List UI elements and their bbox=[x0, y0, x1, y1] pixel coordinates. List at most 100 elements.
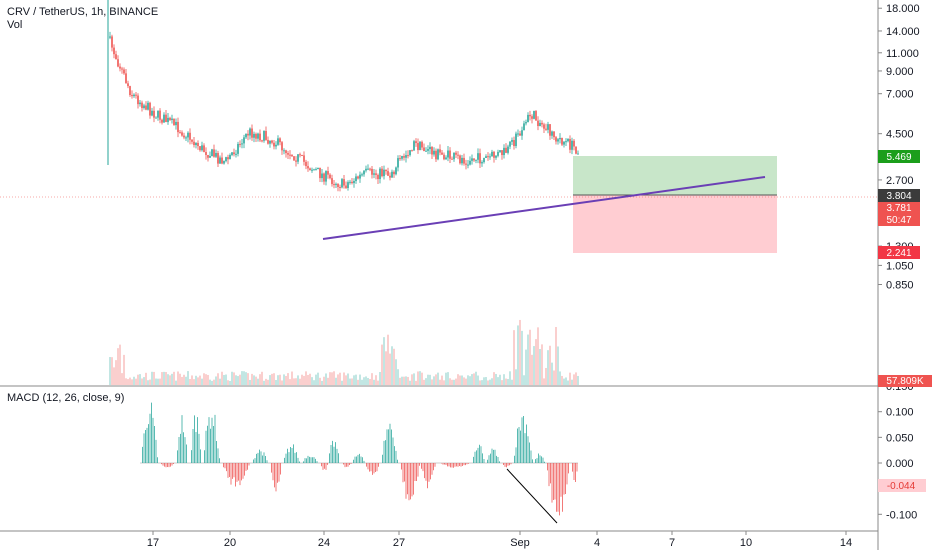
volume-bar bbox=[327, 377, 329, 385]
time-tick-label: 10 bbox=[740, 537, 752, 549]
volume-bar bbox=[543, 378, 545, 385]
volume-bar bbox=[473, 373, 475, 385]
candle-body bbox=[547, 124, 549, 130]
volume-bar bbox=[515, 369, 517, 385]
volume-bar bbox=[393, 348, 395, 385]
volume-bar bbox=[491, 378, 493, 385]
volume-bar bbox=[137, 374, 139, 385]
volume-bar bbox=[133, 376, 135, 385]
candle-body bbox=[225, 157, 227, 162]
current-price-text: 3.781 bbox=[886, 203, 911, 214]
volume-bar bbox=[285, 375, 287, 385]
volume-bar bbox=[447, 372, 449, 385]
candle-body bbox=[183, 135, 185, 138]
volume-bar bbox=[469, 376, 471, 385]
candle-body bbox=[237, 143, 239, 154]
volume-bar bbox=[471, 374, 473, 385]
candle-body bbox=[409, 150, 411, 156]
candle-body bbox=[181, 132, 183, 136]
candle-body bbox=[203, 145, 205, 152]
candle-body bbox=[147, 102, 149, 110]
candle-body bbox=[471, 158, 473, 161]
volume-bar bbox=[395, 359, 397, 385]
candle-body bbox=[249, 128, 251, 136]
candle-body bbox=[329, 174, 331, 179]
stop-zone[interactable] bbox=[573, 195, 777, 253]
candle-body bbox=[551, 131, 553, 136]
candle-body bbox=[455, 152, 457, 155]
candle-body bbox=[483, 157, 485, 163]
volume-bar bbox=[159, 378, 161, 385]
candle-body bbox=[555, 137, 557, 142]
volume-bar bbox=[129, 377, 131, 385]
candle-body bbox=[271, 140, 273, 143]
candle-body bbox=[367, 168, 369, 170]
volume-bar bbox=[497, 377, 499, 385]
volume-bar bbox=[173, 371, 175, 385]
candle-body bbox=[433, 150, 435, 155]
candle-body bbox=[135, 94, 137, 96]
candle-body bbox=[559, 137, 561, 140]
current-price-badge bbox=[878, 202, 920, 214]
volume-bar bbox=[301, 374, 303, 385]
candle-body bbox=[287, 153, 289, 155]
volume-bar bbox=[459, 375, 461, 385]
macd-tick-label: 0.100 bbox=[886, 407, 914, 419]
candle-body bbox=[173, 118, 175, 126]
candle-body bbox=[283, 150, 285, 152]
divergence-line[interactable] bbox=[506, 468, 558, 524]
candle-body bbox=[469, 160, 471, 165]
volume-bar bbox=[121, 373, 123, 385]
volume-bar bbox=[293, 378, 295, 385]
volume-bar bbox=[203, 373, 205, 385]
volume-bar bbox=[415, 380, 417, 385]
trend-line[interactable] bbox=[322, 176, 766, 240]
candle-body bbox=[205, 151, 207, 156]
volume-bar bbox=[559, 371, 561, 385]
volume-badge bbox=[878, 375, 932, 387]
time-axis[interactable]: 17 20 24 27 Sep 4 7 10 14 bbox=[147, 531, 852, 549]
volume-bar bbox=[325, 373, 327, 385]
volume-bar bbox=[243, 371, 245, 385]
volume-bar bbox=[281, 380, 283, 385]
last-price-text: 3.804 bbox=[886, 191, 911, 202]
volume-bar bbox=[455, 378, 457, 385]
volume-bar bbox=[517, 325, 519, 385]
volume-bar bbox=[225, 374, 227, 385]
candle-body bbox=[155, 117, 157, 119]
candle-body bbox=[297, 154, 299, 162]
candle-body bbox=[307, 166, 309, 169]
candle-body bbox=[439, 149, 441, 153]
candle-body bbox=[143, 105, 145, 108]
volume-bar bbox=[399, 377, 401, 385]
volume-bar bbox=[549, 345, 551, 385]
candle-body bbox=[509, 141, 511, 147]
candle-body bbox=[377, 174, 379, 180]
candle-body bbox=[245, 133, 247, 138]
candle-body bbox=[229, 154, 231, 160]
candle-body bbox=[115, 54, 117, 60]
candle-body bbox=[159, 110, 161, 120]
candle-body bbox=[251, 128, 253, 138]
volume-bar bbox=[259, 374, 261, 385]
volume-bar bbox=[189, 379, 191, 385]
volume-bar bbox=[271, 373, 273, 385]
candle-body bbox=[569, 138, 571, 150]
volume-bar bbox=[211, 380, 213, 385]
candle-body bbox=[169, 117, 171, 120]
candle-body bbox=[505, 147, 507, 153]
volume-bar bbox=[115, 360, 117, 385]
candle-body bbox=[133, 94, 135, 97]
target-zone[interactable] bbox=[573, 156, 777, 195]
candle-body bbox=[153, 110, 155, 118]
volume-bar bbox=[463, 377, 465, 385]
countdown-text: 50:47 bbox=[886, 215, 911, 226]
volume-bar bbox=[563, 378, 565, 385]
volume-bar bbox=[197, 377, 199, 385]
volume-bar bbox=[323, 376, 325, 385]
volume-bar bbox=[503, 374, 505, 385]
volume-bar bbox=[171, 373, 173, 385]
volume-bar bbox=[135, 378, 137, 385]
